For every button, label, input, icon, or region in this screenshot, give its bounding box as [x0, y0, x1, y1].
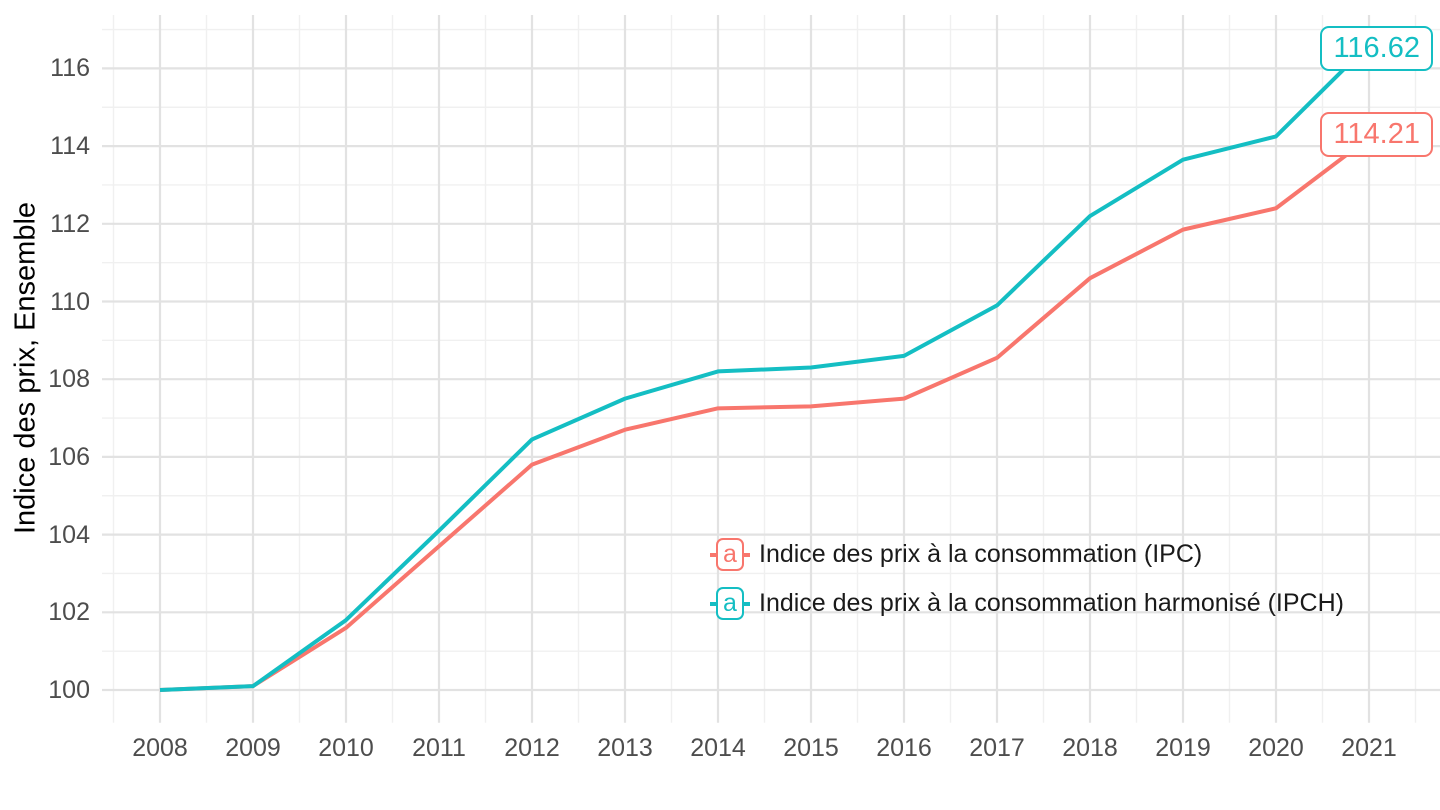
end-label-ipc: 114.21 — [1320, 112, 1433, 157]
legend-item-ipch: a Indice des prix à la consommation harm… — [710, 587, 1344, 620]
legend-key-box-ipch: a — [716, 587, 744, 620]
legend: a Indice des prix à la consommation (IPC… — [710, 538, 1344, 636]
x-tick-label: 2017 — [969, 734, 1025, 762]
gridlines-major — [102, 15, 1440, 723]
y-tick-label: 102 — [48, 598, 90, 627]
y-tick-label: 116 — [50, 54, 90, 83]
series-line-ipch — [159, 42, 1371, 692]
gridlines-minor — [102, 15, 1440, 723]
series-line-ipc — [159, 136, 1371, 692]
x-tick-label: 2021 — [1341, 734, 1397, 762]
x-tick-label: 2019 — [1155, 734, 1211, 762]
y-tick-label: 112 — [50, 209, 90, 238]
y-tick-label: 110 — [50, 287, 90, 316]
x-tick-label: 2016 — [876, 734, 932, 762]
x-tick-label: 2012 — [504, 734, 560, 762]
x-tick-label: 2010 — [318, 734, 374, 762]
x-tick-label: 2015 — [783, 734, 839, 762]
x-tick-label: 2020 — [1248, 734, 1304, 762]
x-tick-label: 2008 — [132, 734, 188, 762]
x-tick-label: 2013 — [597, 734, 653, 762]
legend-label-ipc: Indice des prix à la consommation (IPC) — [759, 540, 1203, 568]
end-label-ipch: 116.62 — [1320, 26, 1433, 71]
x-tick-label: 2014 — [690, 734, 746, 762]
y-tick-label: 104 — [48, 520, 90, 549]
legend-key-ipch: a — [710, 587, 750, 620]
legend-item-ipc: a Indice des prix à la consommation (IPC… — [710, 538, 1344, 571]
y-tick-label: 108 — [48, 365, 90, 394]
legend-label-ipch: Indice des prix à la consommation harmon… — [759, 589, 1344, 617]
x-tick-label: 2011 — [412, 734, 466, 762]
y-tick-label: 100 — [48, 676, 90, 704]
legend-key-ipc: a — [710, 538, 750, 571]
y-tick-label: 114 — [50, 132, 90, 161]
y-tick-label: 106 — [48, 442, 90, 471]
x-tick-label: 2009 — [225, 734, 281, 762]
legend-key-box-ipc: a — [716, 538, 744, 571]
x-tick-label: 2018 — [1062, 734, 1118, 762]
